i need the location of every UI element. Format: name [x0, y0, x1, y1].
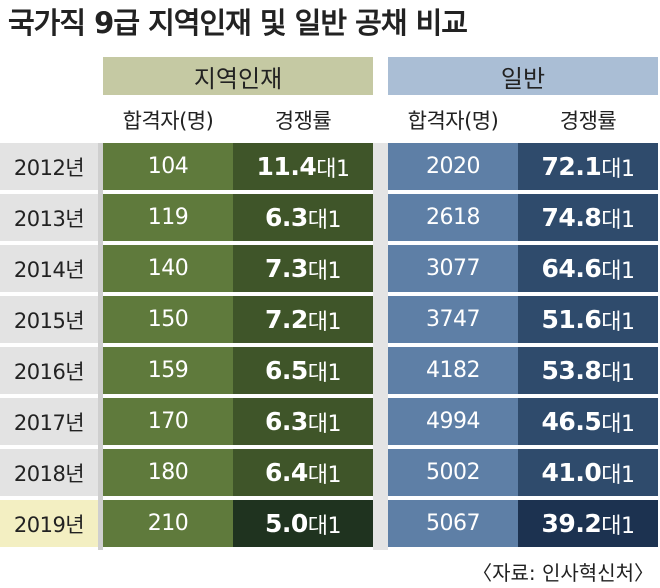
count-cell: 4182	[388, 347, 518, 394]
ratio-cell: 7.3 대1	[233, 245, 373, 292]
ratio-number: 7.3	[264, 254, 308, 283]
count-cell: 170	[103, 398, 233, 445]
ratio-cell: 53.8 대1	[518, 347, 658, 394]
ratio-cell: 6.3 대1	[233, 398, 373, 445]
ratio-suffix: 대1	[307, 360, 342, 386]
ratio-number: 53.8	[541, 356, 602, 385]
ratio-suffix: 대1	[316, 156, 350, 182]
count-cell: 150	[103, 296, 233, 343]
count-cell: 140	[103, 245, 233, 292]
ratio-suffix: 대1	[307, 207, 342, 233]
year-cell: 2016년	[0, 347, 98, 394]
separator	[98, 143, 103, 550]
ratio-cell: 39.2 대1	[518, 500, 658, 547]
ratio-suffix: 대1	[307, 411, 342, 437]
ratio-cell: 64.6 대1	[518, 245, 658, 292]
count-cell: 180	[103, 449, 233, 496]
year-cell: 2019년	[0, 500, 98, 547]
count-cell: 119	[103, 194, 233, 241]
ratio-suffix: 대1	[307, 513, 342, 539]
column-header: 경쟁률	[274, 109, 332, 133]
title: 국가직 9급 지역인재 및 일반 공채 비교	[8, 6, 468, 40]
ratio-number: 7.2	[264, 305, 308, 334]
ratio-cell: 72.1 대1	[518, 143, 658, 190]
group-header: 일반	[388, 57, 658, 95]
ratio-number: 6.5	[264, 356, 308, 385]
ratio-suffix: 대1	[601, 360, 635, 386]
year-cell: 2017년	[0, 398, 98, 445]
ratio-suffix: 대1	[601, 513, 635, 539]
ratio-suffix: 대1	[307, 309, 342, 335]
count-cell: 5002	[388, 449, 518, 496]
count-cell: 3747	[388, 296, 518, 343]
ratio-number: 6.3	[264, 203, 308, 232]
ratio-suffix: 대1	[601, 309, 635, 335]
ratio-number: 72.1	[541, 152, 602, 181]
ratio-number: 5.0	[264, 509, 308, 538]
ratio-number: 74.8	[541, 203, 602, 232]
ratio-number: 51.6	[541, 305, 602, 334]
column-header: 합격자(명)	[407, 109, 499, 133]
count-cell: 4994	[388, 398, 518, 445]
column-header: 합격자(명)	[122, 109, 214, 133]
separator	[373, 143, 388, 550]
ratio-number: 39.2	[541, 509, 602, 538]
ratio-cell: 6.5 대1	[233, 347, 373, 394]
ratio-suffix: 대1	[601, 156, 635, 182]
count-cell: 2020	[388, 143, 518, 190]
ratio-suffix: 대1	[307, 462, 342, 488]
ratio-number: 11.4	[256, 152, 317, 181]
ratio-number: 41.0	[541, 458, 602, 487]
count-cell: 210	[103, 500, 233, 547]
column-header: 경쟁률	[559, 109, 617, 133]
ratio-cell: 51.6 대1	[518, 296, 658, 343]
year-cell: 2012년	[0, 143, 98, 190]
ratio-cell: 41.0 대1	[518, 449, 658, 496]
ratio-cell: 7.2 대1	[233, 296, 373, 343]
count-cell: 5067	[388, 500, 518, 547]
ratio-cell: 6.3 대1	[233, 194, 373, 241]
ratio-suffix: 대1	[601, 258, 635, 284]
ratio-suffix: 대1	[601, 207, 635, 233]
group-header: 지역인재	[103, 57, 373, 95]
ratio-cell: 11.4 대1	[233, 143, 373, 190]
year-cell: 2015년	[0, 296, 98, 343]
ratio-suffix: 대1	[601, 411, 635, 437]
ratio-cell: 46.5 대1	[518, 398, 658, 445]
ratio-cell: 5.0 대1	[233, 500, 373, 547]
ratio-number: 46.5	[541, 407, 602, 436]
year-cell: 2018년	[0, 449, 98, 496]
ratio-cell: 6.4 대1	[233, 449, 373, 496]
year-cell: 2013년	[0, 194, 98, 241]
count-cell: 159	[103, 347, 233, 394]
ratio-cell: 74.8 대1	[518, 194, 658, 241]
count-cell: 3077	[388, 245, 518, 292]
source: 〈자료: 인사혁신처〉	[472, 560, 654, 585]
count-cell: 2618	[388, 194, 518, 241]
ratio-number: 64.6	[541, 254, 602, 283]
ratio-suffix: 대1	[601, 462, 635, 488]
ratio-number: 6.4	[264, 458, 308, 487]
ratio-number: 6.3	[264, 407, 308, 436]
year-cell: 2014년	[0, 245, 98, 292]
count-cell: 104	[103, 143, 233, 190]
ratio-suffix: 대1	[307, 258, 342, 284]
